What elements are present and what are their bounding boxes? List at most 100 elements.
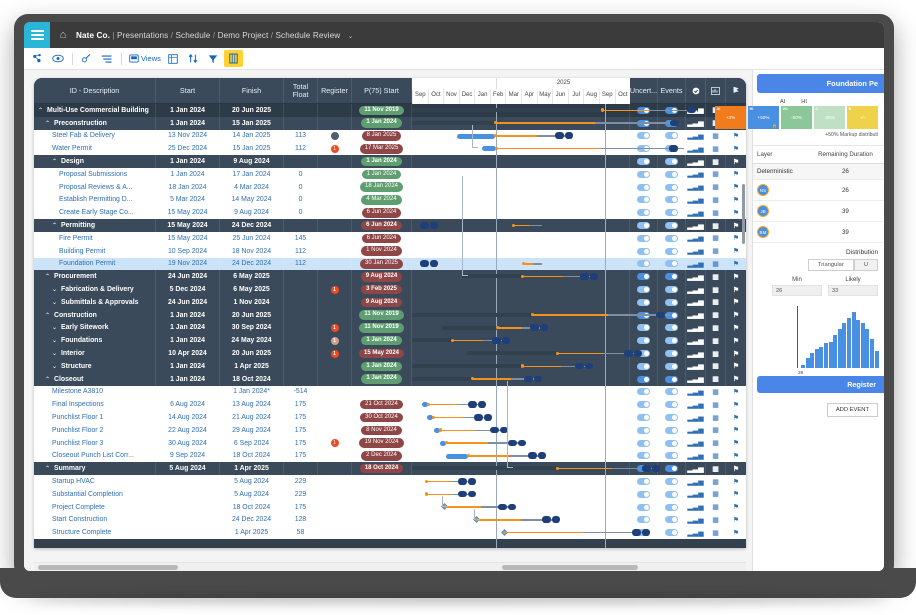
row-name-cell[interactable]: Proposal Reviews & A... xyxy=(34,180,156,194)
row-flag-icon[interactable]: ⚑ xyxy=(732,248,740,256)
row-chart-icon[interactable]: ▦ xyxy=(706,334,726,348)
row-events-toggle[interactable] xyxy=(658,155,686,168)
row-events-toggle[interactable] xyxy=(658,423,686,437)
row-chart-icon[interactable]: ▦ xyxy=(706,359,726,373)
row-chart-icon[interactable]: ▦ xyxy=(706,308,726,322)
row-flag-icon[interactable]: ⚑ xyxy=(732,478,740,486)
row-name-cell[interactable]: ⌄ Interior xyxy=(34,347,156,360)
row-uncertainty-toggle[interactable] xyxy=(630,475,658,488)
row-register-cell[interactable] xyxy=(318,206,352,220)
row-flag-icon[interactable]: ⚑ xyxy=(732,209,740,217)
row-chart-icon[interactable]: ▦ xyxy=(706,385,726,399)
toggle-switch[interactable] xyxy=(637,516,650,524)
row-events-toggle[interactable] xyxy=(658,167,686,181)
table-row[interactable]: ⌃ Permitting 15 May 2024 24 Dec 2024 6 Jun 2… xyxy=(34,219,746,232)
row-bars-icon[interactable]: ▂▃▅ xyxy=(686,308,706,322)
row-caret-icon[interactable]: ⌄ xyxy=(52,287,58,294)
toggle-switch[interactable] xyxy=(637,119,650,127)
table-row[interactable]: ⌃ Multi-Use Commercial Building 1 Jan 2024… xyxy=(34,104,746,117)
row-gantt-cell[interactable] xyxy=(412,244,630,258)
col-header-finish[interactable]: Finish xyxy=(220,78,284,103)
row-events-toggle[interactable] xyxy=(658,295,686,309)
col-header-register[interactable]: Register xyxy=(318,78,352,103)
row-register-cell[interactable] xyxy=(318,462,352,476)
row-name-cell[interactable]: ⌄ Submittals & Approvals xyxy=(34,295,156,309)
row-chart-icon[interactable]: ▦ xyxy=(706,411,726,424)
risk-swatch-b[interactable]: B +/- xyxy=(847,106,878,129)
row-events-toggle[interactable] xyxy=(658,334,686,348)
row-name-cell[interactable]: Punchlist Floor 3 xyxy=(34,436,156,450)
row-register-cell[interactable] xyxy=(318,129,352,143)
row-events-toggle[interactable] xyxy=(658,206,686,220)
row-register-cell[interactable]: 1 xyxy=(318,334,352,348)
home-icon[interactable]: ⌂ xyxy=(59,29,67,41)
row-chart-icon[interactable]: ▦ xyxy=(706,180,726,194)
toggle-switch[interactable] xyxy=(637,209,650,217)
toggle-switch[interactable] xyxy=(665,337,678,345)
row-name-cell[interactable]: Startup HVAC xyxy=(34,475,156,488)
toggle-switch[interactable] xyxy=(637,132,650,140)
row-uncertainty-toggle[interactable] xyxy=(630,411,658,424)
row-gantt-cell[interactable] xyxy=(412,372,630,386)
row-bars-icon[interactable]: ▂▃▅ xyxy=(686,500,706,514)
row-uncertainty-toggle[interactable] xyxy=(630,257,658,271)
row-bars-icon[interactable]: ▂▃▅ xyxy=(686,436,706,450)
paint-icon[interactable] xyxy=(77,50,96,67)
row-caret-icon[interactable]: ⌃ xyxy=(45,274,51,281)
toggle-switch[interactable] xyxy=(637,426,650,434)
row-bars-icon[interactable]: ▂▃▅ xyxy=(686,513,706,527)
toggle-switch[interactable] xyxy=(637,247,650,255)
row-name-cell[interactable]: ⌃ Construction xyxy=(34,308,156,322)
row-bars-icon[interactable]: ▂▃▅ xyxy=(686,167,706,181)
row-uncertainty-toggle[interactable] xyxy=(630,155,658,168)
toggle-switch[interactable] xyxy=(637,388,650,396)
col-header-flag-icon[interactable] xyxy=(726,78,746,103)
row-register-cell[interactable] xyxy=(318,155,352,168)
toggle-switch[interactable] xyxy=(637,350,650,358)
row-chart-icon[interactable]: ▦ xyxy=(706,436,726,450)
breadcrumb-presentations[interactable]: Presentations xyxy=(117,30,169,40)
toggle-switch[interactable] xyxy=(665,119,678,127)
row-register-cell[interactable] xyxy=(318,295,352,309)
row-chart-icon[interactable]: ▦ xyxy=(706,283,726,296)
toggle-switch[interactable] xyxy=(665,286,678,294)
toggle-switch[interactable] xyxy=(665,311,678,319)
row-chart-icon[interactable]: ▦ xyxy=(706,244,726,258)
row-chart-icon[interactable]: ▦ xyxy=(706,398,726,412)
row-caret-icon[interactable]: ⌃ xyxy=(45,376,51,383)
row-name-cell[interactable]: ⌃ Closeout xyxy=(34,372,156,386)
col-header-chart-icon[interactable] xyxy=(706,78,726,103)
row-bars-icon[interactable]: ▂▃▅ xyxy=(686,526,706,540)
toggle-switch[interactable] xyxy=(665,324,678,332)
row-register-cell[interactable] xyxy=(318,500,352,514)
register-badge[interactable]: 1 xyxy=(330,336,339,345)
toggle-switch[interactable] xyxy=(637,286,650,294)
chevron-down-icon[interactable]: ⌄ xyxy=(347,32,354,40)
table-row[interactable]: ⌄ Submittals & Approvals 24 Jun 2024 1 Nov … xyxy=(34,295,746,309)
toggle-switch[interactable] xyxy=(637,222,650,230)
row-uncertainty-toggle[interactable] xyxy=(630,487,658,501)
row-name-cell[interactable]: Water Permit xyxy=(34,142,156,156)
row-name-cell[interactable]: Project Complete xyxy=(34,500,156,514)
row-name-cell[interactable]: ⌄ Fabrication & Delivery xyxy=(34,283,156,296)
row-register-cell[interactable] xyxy=(318,487,352,501)
row-bars-icon[interactable]: ▂▃▅ xyxy=(686,385,706,399)
table-row[interactable]: Structure Complete 1 Apr 2025 58 ▂▃▅ ▦ ⚑ xyxy=(34,526,746,540)
toggle-switch[interactable] xyxy=(665,260,678,268)
row-events-toggle[interactable] xyxy=(658,385,686,399)
add-event-button[interactable]: ADD EVENT xyxy=(826,403,878,417)
avatar[interactable]: NS xyxy=(757,184,769,196)
likely-input[interactable]: 33 xyxy=(828,285,878,296)
row-bars-icon[interactable]: ▂▃▅ xyxy=(686,334,706,348)
row-register-cell[interactable] xyxy=(318,308,352,322)
toggle-switch[interactable] xyxy=(637,273,650,281)
row-name-cell[interactable]: Closeout Punch List Corr... xyxy=(34,449,156,463)
row-bars-icon[interactable]: ▂▃▅ xyxy=(686,372,706,386)
row-events-toggle[interactable] xyxy=(658,347,686,360)
toggle-switch[interactable] xyxy=(637,234,650,242)
toggle-switch[interactable] xyxy=(665,158,678,166)
toggle-switch[interactable] xyxy=(665,516,678,524)
row-name-cell[interactable]: Structure Complete xyxy=(34,526,156,540)
toggle-switch[interactable] xyxy=(665,222,678,230)
toggle-switch[interactable] xyxy=(637,490,650,498)
